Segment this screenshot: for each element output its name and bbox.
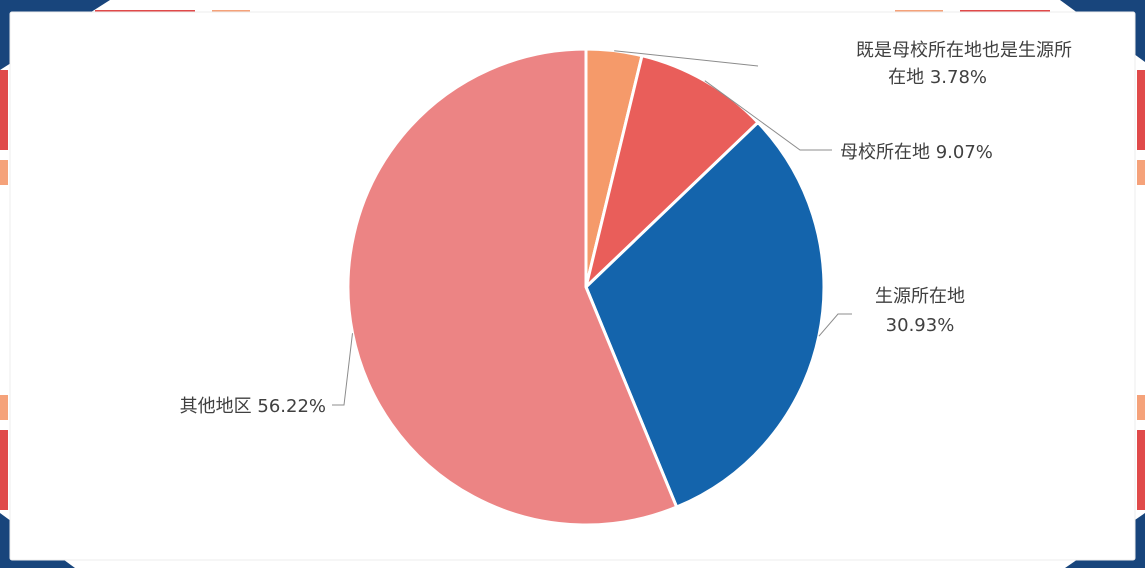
- frame-dash: [0, 70, 8, 150]
- frame-dash: [0, 160, 8, 185]
- pie-slices: [346, 47, 826, 527]
- slice-label: 在地 3.78%: [888, 67, 987, 88]
- leader-line: [704, 80, 832, 151]
- leader-line: [818, 313, 852, 337]
- frame-dash: [1137, 70, 1145, 150]
- slice-label: 30.93%: [886, 315, 955, 336]
- slice-label: 其他地区 56.22%: [180, 396, 326, 417]
- frame-dash: [0, 395, 8, 420]
- leader-line: [332, 333, 353, 406]
- slice-label: 既是母校所在地也是生源所: [856, 40, 1072, 61]
- frame-dash: [0, 430, 8, 510]
- slice-label: 母校所在地 9.07%: [840, 142, 993, 163]
- frame-dash: [1137, 430, 1145, 510]
- leader-lines: [332, 50, 852, 406]
- leader-line: [614, 50, 759, 67]
- frame-dash: [1137, 160, 1145, 185]
- frame-dash: [1137, 395, 1145, 420]
- pie-slice: [584, 120, 826, 509]
- slice-label: 生源所在地: [875, 286, 965, 307]
